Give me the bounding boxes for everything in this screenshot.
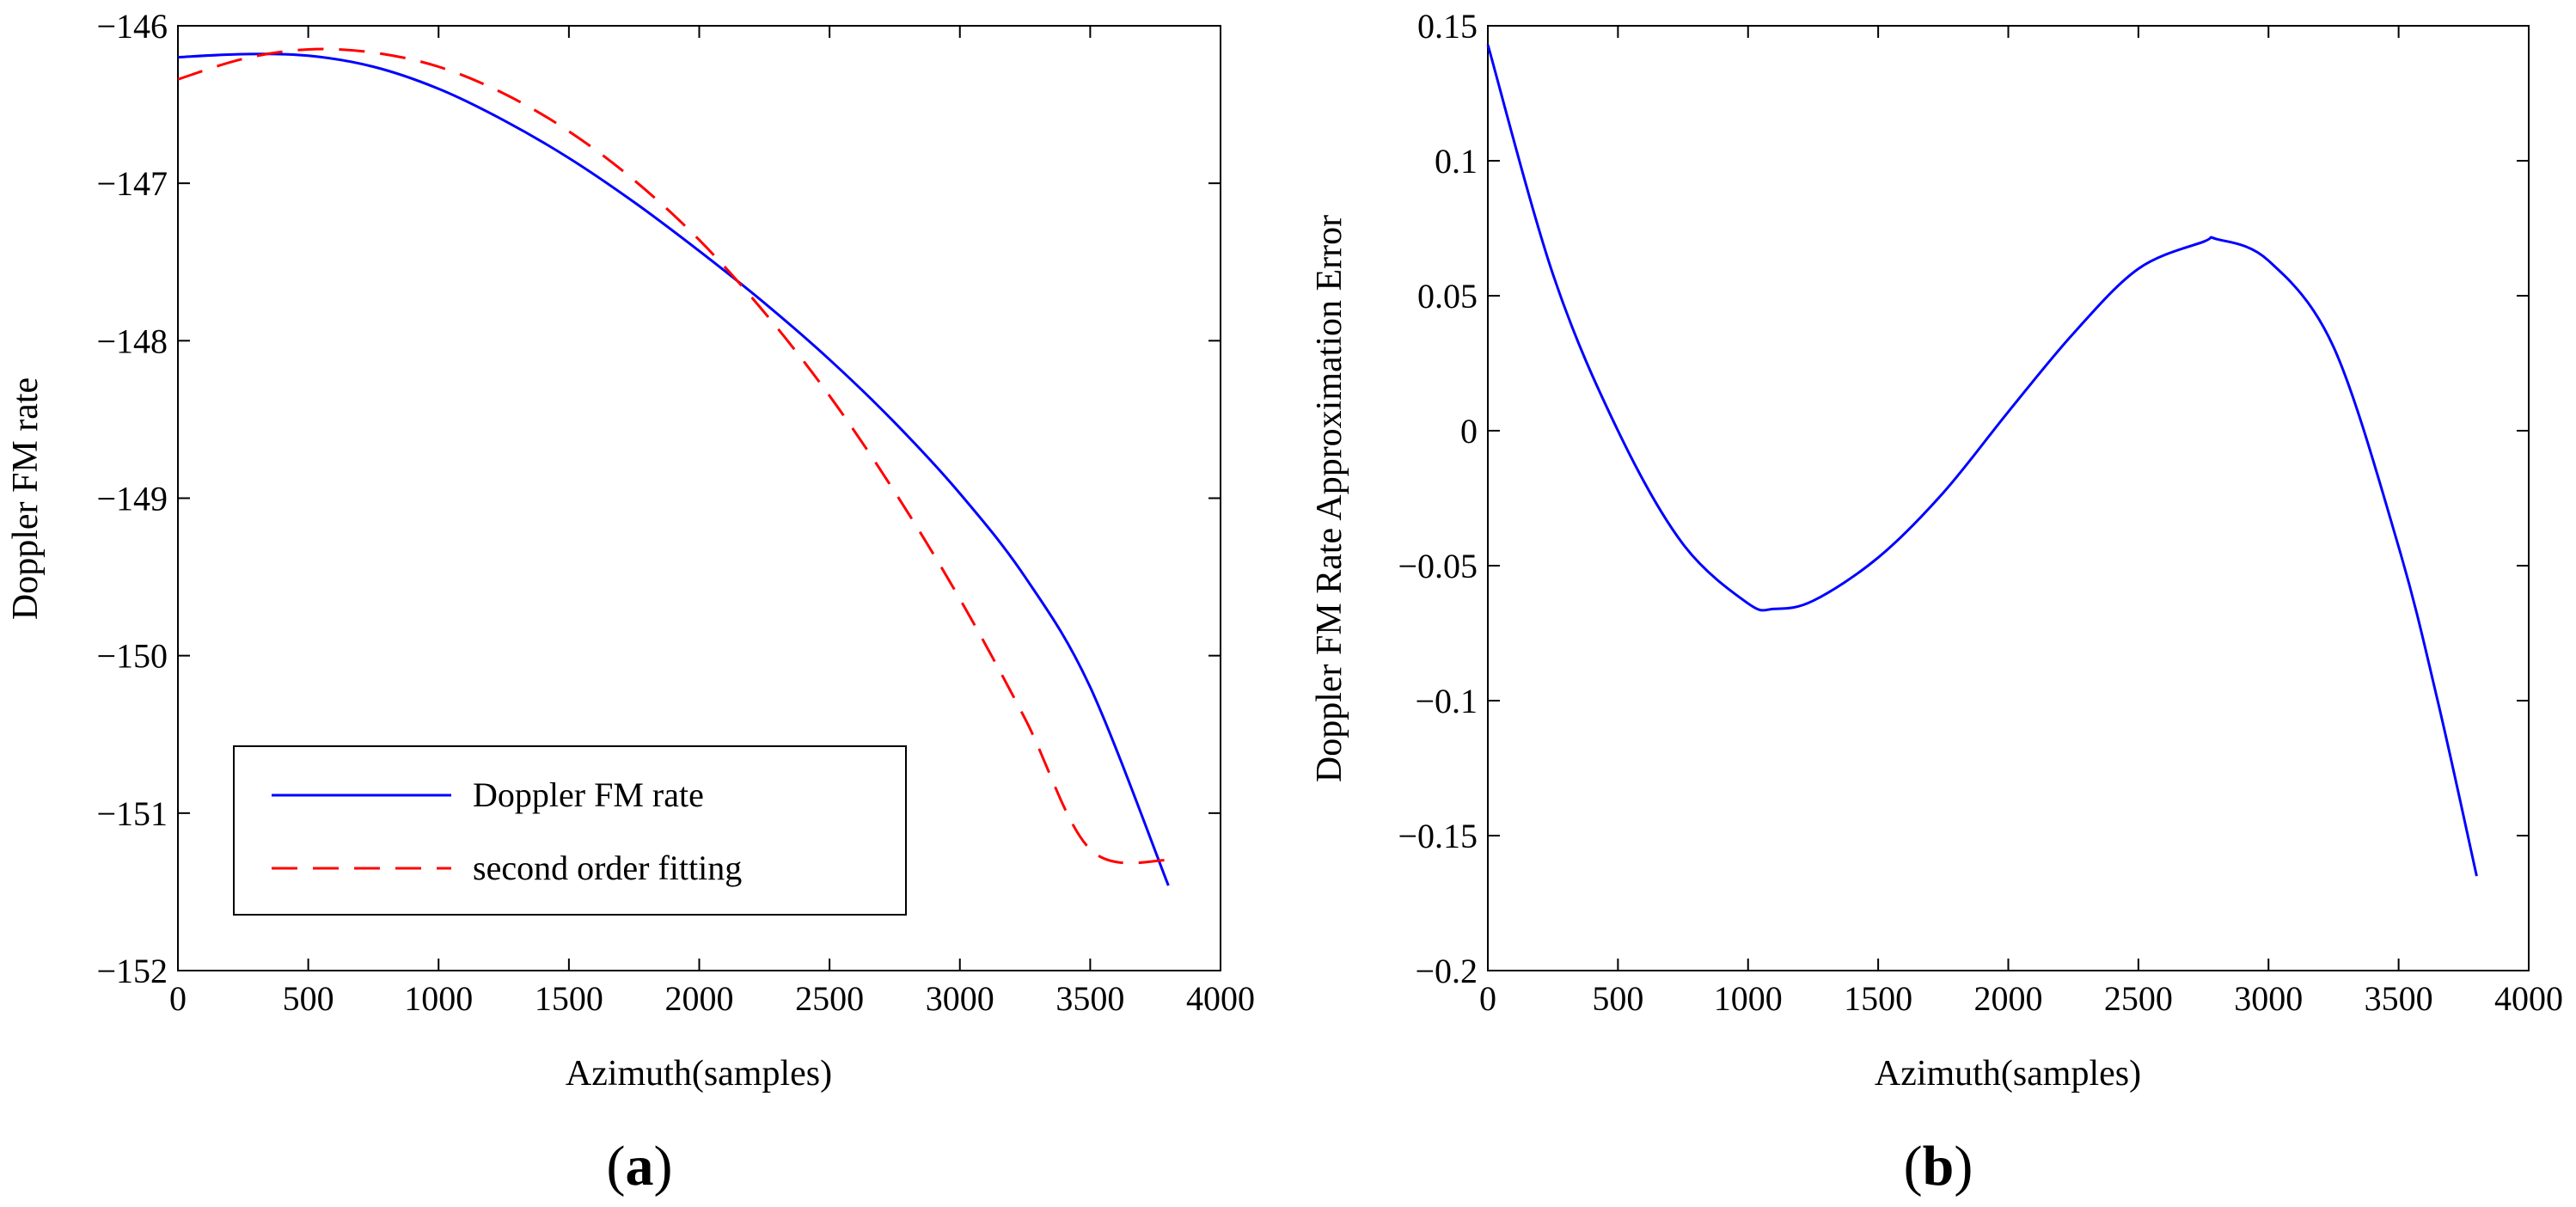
panel-a-tick-labels: 0 500 1000 1500 2000 2500 3000 3500 4000 −152 −151… bbox=[96, 7, 1255, 1018]
panel-a-letter: a bbox=[626, 1135, 654, 1198]
panel-a-xtick-label-2: 1000 bbox=[404, 979, 473, 1018]
panel-a-y-axis-label: Doppler FM rate bbox=[6, 377, 46, 620]
panel-b-series bbox=[1486, 44, 2478, 877]
panel-b-ytick-label-5: 0.05 bbox=[1417, 277, 1478, 316]
panel-a-xtick-label-4: 2000 bbox=[665, 979, 734, 1018]
panel-a-ytick-label-4: −148 bbox=[96, 322, 168, 360]
panel-b-ytick-label-1: −0.15 bbox=[1398, 817, 1478, 855]
legend-label-doppler-fm-rate: Doppler FM rate bbox=[473, 775, 704, 814]
panel-b-xtick-label-6: 3000 bbox=[2234, 979, 2303, 1018]
panel-b-label: (b) bbox=[1904, 1135, 1973, 1198]
panel-a-series bbox=[177, 47, 1170, 886]
panel-a-legend: Doppler FM rate second order fitting bbox=[233, 745, 907, 916]
panel-a-ytick-label-5: −147 bbox=[96, 164, 168, 203]
panel-a-ticks bbox=[177, 25, 1221, 971]
panel-b-xtick-label-5: 2500 bbox=[2104, 979, 2173, 1018]
panel-a-ytick-label-6: −146 bbox=[96, 7, 168, 46]
panel-b-ytick-label-2: −0.1 bbox=[1415, 682, 1478, 720]
panel-b-xtick-label-4: 2000 bbox=[1974, 979, 2043, 1018]
panel-b-chart: 0 500 1000 1500 2000 2500 3000 3500 4000 −0.2 −0.1… bbox=[1310, 7, 2563, 1198]
panel-b-ytick-label-3: −0.05 bbox=[1398, 547, 1478, 585]
panel-a-xtick-label-7: 3500 bbox=[1055, 979, 1124, 1018]
panel-b-ytick-label-0: −0.2 bbox=[1415, 952, 1478, 990]
panel-a-ytick-label-2: −150 bbox=[96, 637, 168, 676]
panel-b-xtick-label-3: 1500 bbox=[1844, 979, 1912, 1018]
panel-b-xtick-label-7: 3500 bbox=[2365, 979, 2433, 1018]
panel-a-xtick-label-0: 0 bbox=[169, 979, 187, 1018]
panel-b-y-axis-label: Doppler FM Rate Approximation Error bbox=[1310, 215, 1349, 782]
panel-b-xtick-label-0: 0 bbox=[1479, 979, 1496, 1018]
legend-label-second-order-fitting: second order fitting bbox=[473, 849, 742, 887]
panel-b-series-line-0 bbox=[1486, 44, 2478, 877]
panel-a-series-line-0 bbox=[177, 52, 1170, 886]
panel-b-ytick-label-6: 0.1 bbox=[1435, 142, 1478, 181]
panel-b-xtick-label-8: 4000 bbox=[2494, 979, 2563, 1018]
panel-a-xtick-label-3: 1500 bbox=[535, 979, 603, 1018]
legend-box bbox=[233, 745, 907, 916]
panel-a-xtick-label-5: 2500 bbox=[795, 979, 864, 1018]
panel-a-x-axis-label: Azimuth(samples) bbox=[566, 1054, 832, 1094]
panel-b-ytick-label-7: 0.15 bbox=[1417, 7, 1478, 46]
panel-b-ytick-label-4: 0 bbox=[1460, 412, 1478, 450]
panel-b-ticks bbox=[1487, 25, 2530, 971]
panel-a-label: (a) bbox=[607, 1135, 673, 1198]
panel-a-ytick-label-0: −152 bbox=[96, 952, 168, 990]
panel-a-xtick-label-6: 3000 bbox=[926, 979, 994, 1018]
panel-b-x-axis-label: Azimuth(samples) bbox=[1875, 1054, 2141, 1094]
panel-b-letter: b bbox=[1923, 1135, 1955, 1198]
panel-b-xtick-label-1: 500 bbox=[1592, 979, 1643, 1018]
panel-a-ytick-label-1: −151 bbox=[96, 794, 168, 833]
panel-b-plot-area bbox=[1487, 25, 2530, 971]
panel-b-xtick-label-2: 1000 bbox=[1714, 979, 1783, 1018]
panel-a-ytick-label-3: −149 bbox=[96, 480, 168, 518]
panel-a-xtick-label-1: 500 bbox=[283, 979, 334, 1018]
panel-a-xtick-label-8: 4000 bbox=[1186, 979, 1255, 1018]
panel-b-tick-labels: 0 500 1000 1500 2000 2500 3000 3500 4000 −0.2 −0.1… bbox=[1398, 7, 2563, 1018]
panel-a-chart: 0 500 1000 1500 2000 2500 3000 3500 4000 −152 −151… bbox=[6, 7, 1255, 1198]
